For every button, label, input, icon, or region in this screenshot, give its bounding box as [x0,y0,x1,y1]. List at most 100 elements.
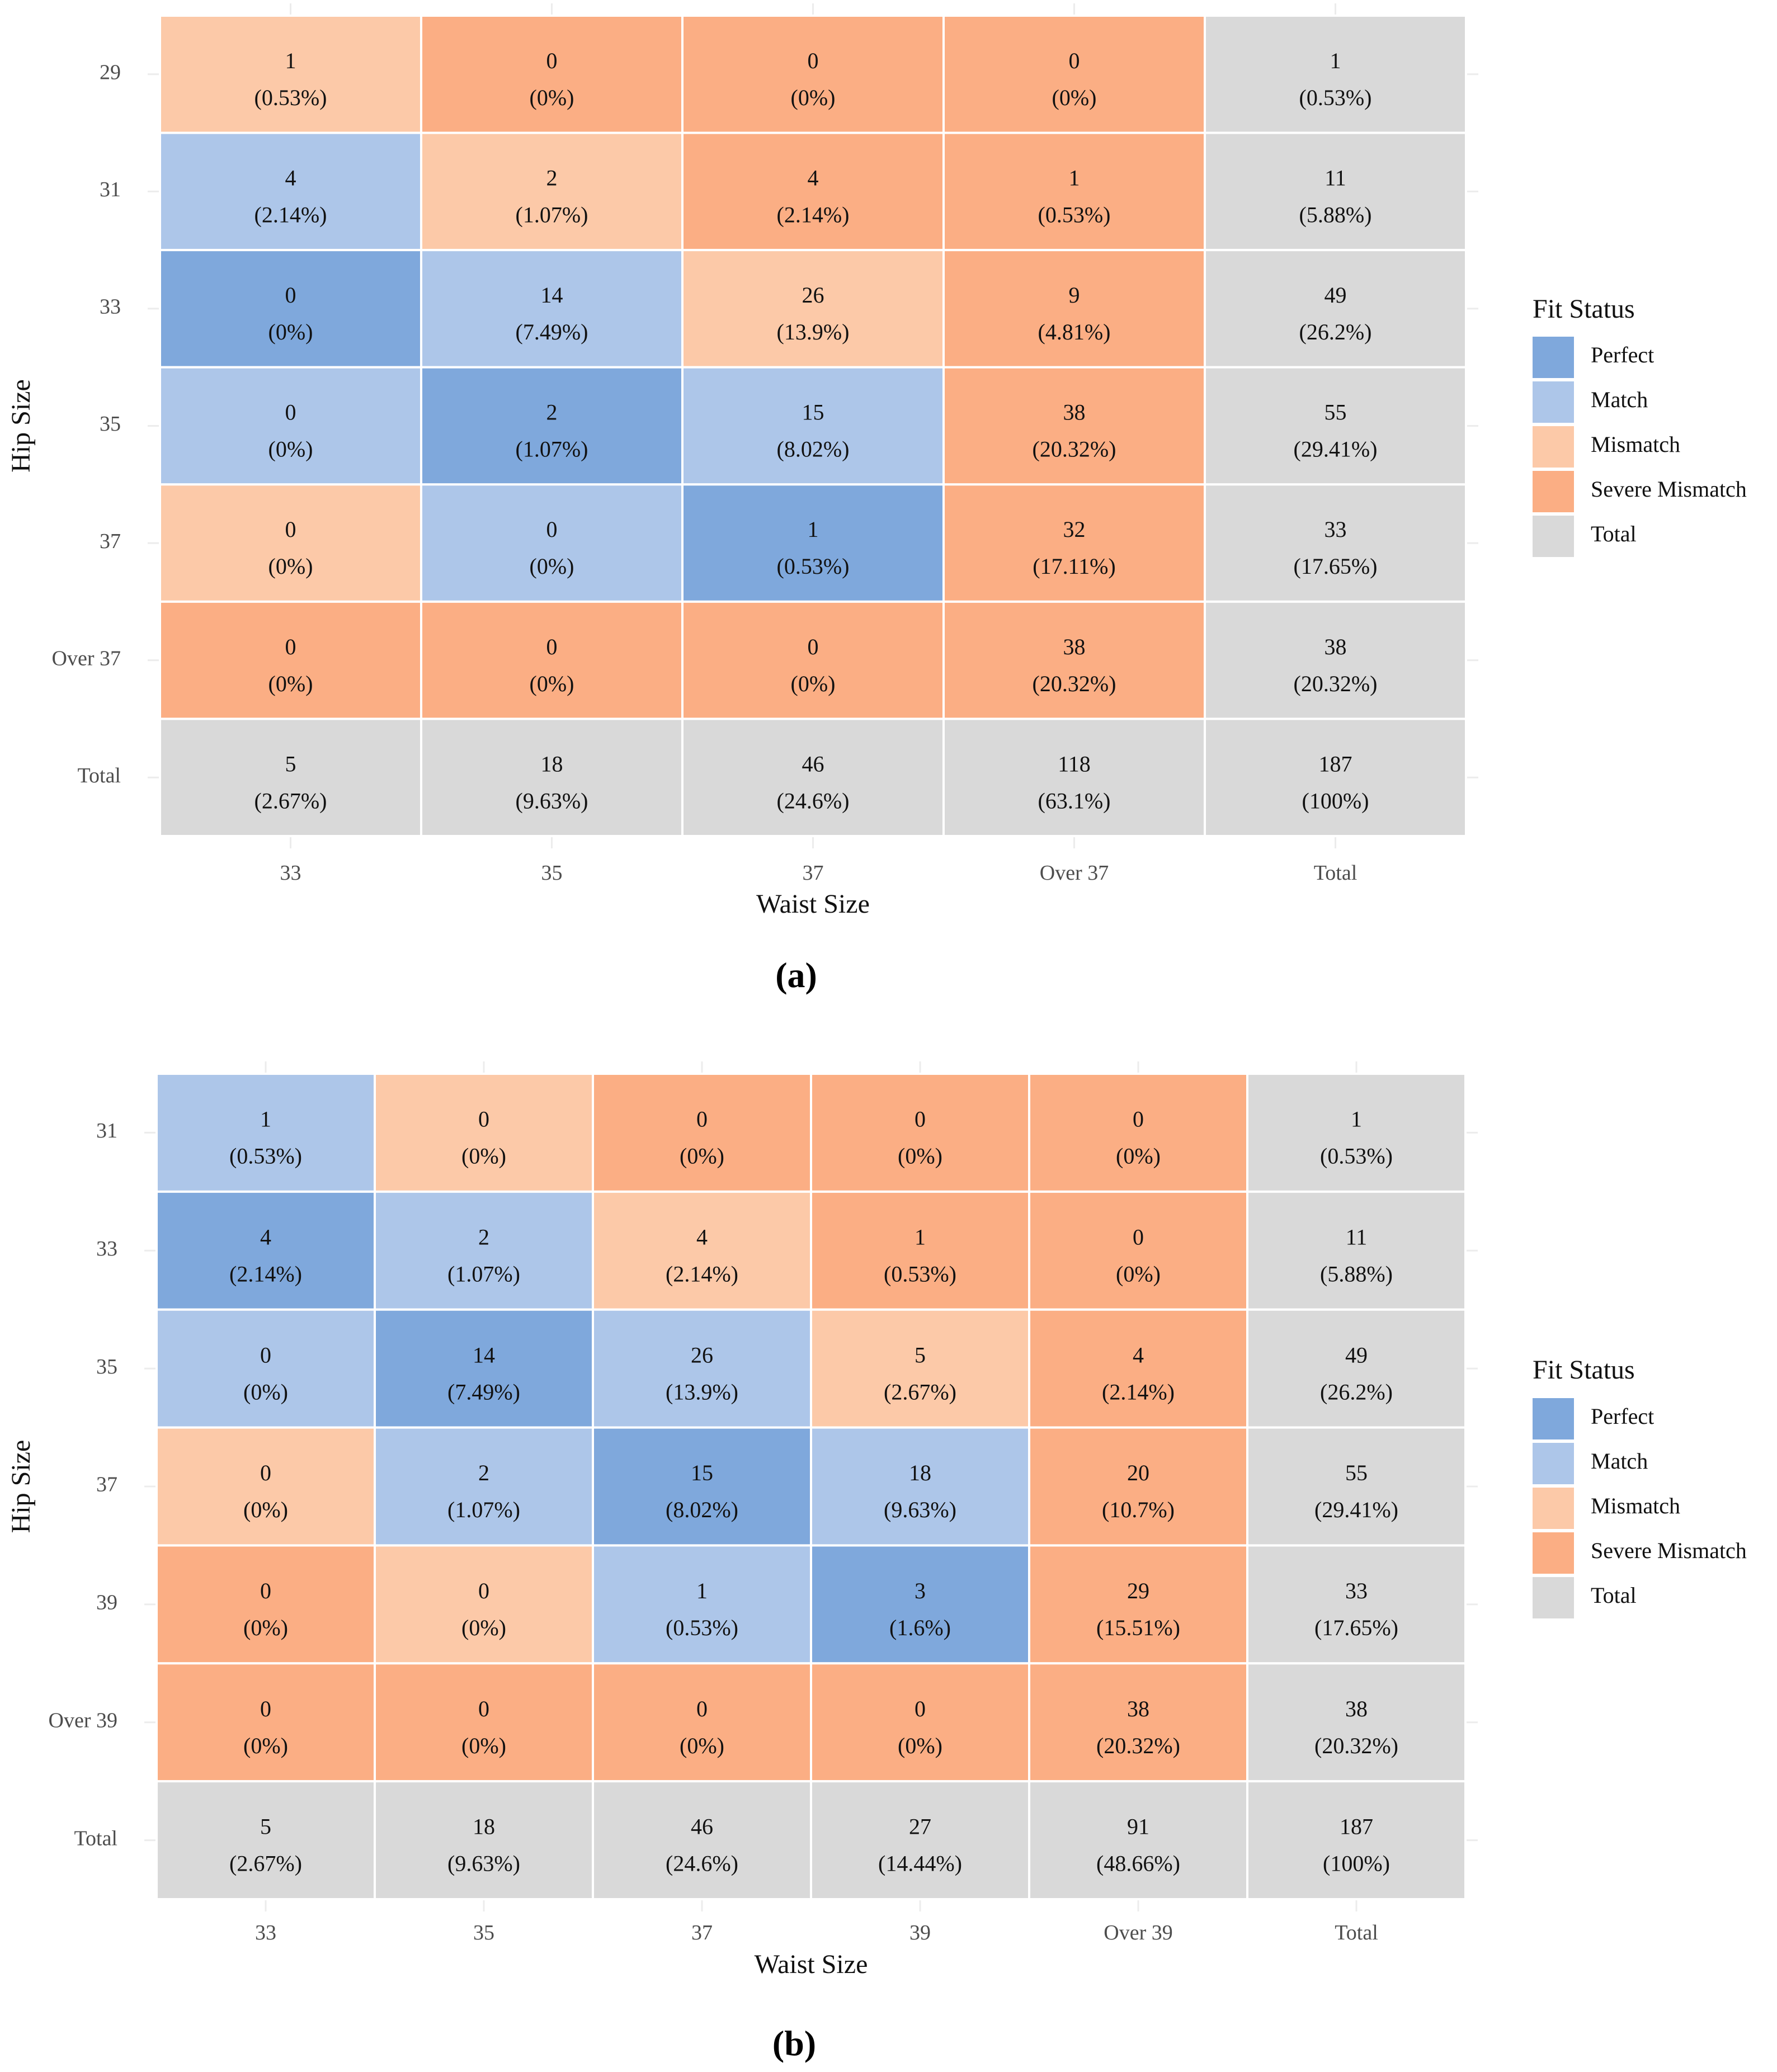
cell-count: 0 [915,1696,926,1721]
heatmap-cell: 20 (10.7%) [1028,1426,1248,1547]
cell-tile-total [1204,249,1467,369]
legend-label-match: Match [1591,387,1648,412]
cell-tile-severe-mismatch [810,1190,1030,1311]
cell-tile-perfect [420,366,684,486]
cell-percent: (0.53%) [1320,1144,1393,1169]
cell-tile-severe-mismatch [681,15,945,134]
legend-label-perfect: Perfect [1591,342,1654,367]
cell-count: 38 [1127,1696,1149,1721]
cell-count: 5 [285,751,296,776]
cell-tile-severe-mismatch [420,15,684,134]
legend-label-mismatch: Mismatch [1591,432,1680,457]
x-tick-label: 33 [255,1921,276,1944]
cell-percent: (20.32%) [1033,671,1116,696]
panel-a: 1 (0.53%) 0 (0%) 0 (0%) 0 (0%) 1 (0.53%) 4 (2.14%) 2… [6,3,1747,995]
heatmap-cell: 18 (9.63%) [810,1426,1030,1547]
heatmap-cell: 2 (1.07%) [374,1426,594,1547]
y-tick-label: Over 37 [52,646,121,670]
cell-percent: (8.02%) [666,1497,738,1522]
cell-tile-match [420,483,684,603]
heatmap-cell: 0 (0%) [592,1662,812,1783]
cell-count: 4 [696,1224,708,1249]
panel-a-cells: 1 (0.53%) 0 (0%) 0 (0%) 0 (0%) 1 (0.53%) 4 (2.14%) 2… [159,15,1467,838]
legend-title: Fit Status [1533,294,1635,324]
cell-percent: (2.14%) [777,202,850,228]
legend-swatch-mismatch [1533,426,1574,468]
heatmap-cell: 0 (0%) [155,1662,376,1783]
heatmap-cell: 38 (20.32%) [942,366,1206,486]
cell-tile-match [592,1544,812,1665]
cell-percent: (0%) [243,1615,288,1640]
cell-count: 0 [285,400,296,425]
cell-percent: (24.6%) [666,1851,738,1876]
heatmap-cell: 38 (20.32%) [1204,600,1467,720]
heatmap-cell: 0 (0%) [159,483,422,603]
panel-label: (b) [772,2023,816,2063]
cell-tile-severe-mismatch [592,1073,812,1193]
legend-label-match: Match [1591,1448,1648,1474]
cell-count: 38 [1063,400,1086,425]
y-tick-label: 35 [96,1355,117,1379]
heatmap-cell: 33 (17.65%) [1204,483,1467,603]
x-tick-label: 37 [691,1921,713,1944]
cell-tile-mismatch [374,1073,594,1193]
heatmap-cell: 0 (0%) [681,600,945,720]
cell-percent: (0%) [268,671,313,696]
heatmap-cell: 1 (0.53%) [155,1073,376,1193]
heatmap-cell: 0 (0%) [592,1073,812,1193]
cell-percent: (9.63%) [516,788,588,813]
cell-percent: (2.14%) [666,1261,738,1286]
cell-count: 49 [1345,1342,1368,1367]
cell-percent: (0%) [791,85,836,110]
y-tick-label: 37 [96,1473,117,1497]
legend-swatch-perfect [1533,337,1574,378]
heatmap-cell: 0 (0%) [155,1308,376,1429]
cell-percent: (0%) [898,1144,942,1169]
cell-percent: (4.81%) [1038,319,1111,344]
cell-tile-total [1204,600,1467,720]
cell-tile-total [681,718,945,838]
legend-label-mismatch: Mismatch [1591,1493,1680,1518]
cell-tile-total [1246,1544,1467,1665]
heatmap-cell: 0 (0%) [810,1073,1030,1193]
heatmap-cell: 38 (20.32%) [1028,1662,1248,1783]
cell-count: 15 [802,400,824,425]
cell-tile-match [155,1073,376,1193]
heatmap-cell: 14 (7.49%) [374,1308,594,1429]
cell-tile-total [1204,366,1467,486]
heatmap-cell: 0 (0%) [159,249,422,369]
cell-percent: (0%) [243,1379,288,1404]
cell-percent: (1.6%) [889,1615,951,1640]
legend-label-total: Total [1591,521,1637,546]
cell-tile-total [1204,15,1467,134]
heatmap-cell: 0 (0%) [374,1662,594,1783]
cell-count: 49 [1324,282,1347,308]
heatmap-cell: 0 (0%) [374,1073,594,1193]
cell-tile-mismatch [810,1308,1030,1429]
cell-count: 91 [1127,1814,1149,1839]
cell-percent: (24.6%) [777,788,850,813]
heatmap-cell: 0 (0%) [681,15,945,134]
cell-tile-severe-mismatch [592,1662,812,1783]
cell-count: 0 [260,1696,271,1721]
y-tick-label: 35 [100,412,121,436]
cell-percent: (0%) [243,1733,288,1758]
cell-count: 46 [802,751,824,776]
cell-tile-total [155,1780,376,1900]
cell-count: 0 [696,1107,708,1132]
cell-tile-severe-mismatch [374,1662,594,1783]
cell-tile-severe-mismatch [159,600,422,720]
cell-percent: (17.65%) [1314,1615,1398,1640]
cell-count: 1 [1069,166,1080,191]
cell-tile-severe-mismatch [942,483,1206,603]
cell-count: 0 [808,634,819,659]
heatmap-cell: 46 (24.6%) [592,1780,812,1900]
cell-percent: (0%) [530,671,574,696]
cell-count: 0 [285,517,296,542]
cell-count: 1 [808,517,819,542]
x-tick-label: 39 [909,1921,931,1944]
panel-b: 1 (0.53%) 0 (0%) 0 (0%) 0 (0%) 0 (0%) 1 (0.53%) 4 (2.… [6,1061,1747,2063]
cell-tile-total [1246,1780,1467,1900]
heatmap-cell: 18 (9.63%) [374,1780,594,1900]
cell-count: 187 [1319,751,1352,776]
